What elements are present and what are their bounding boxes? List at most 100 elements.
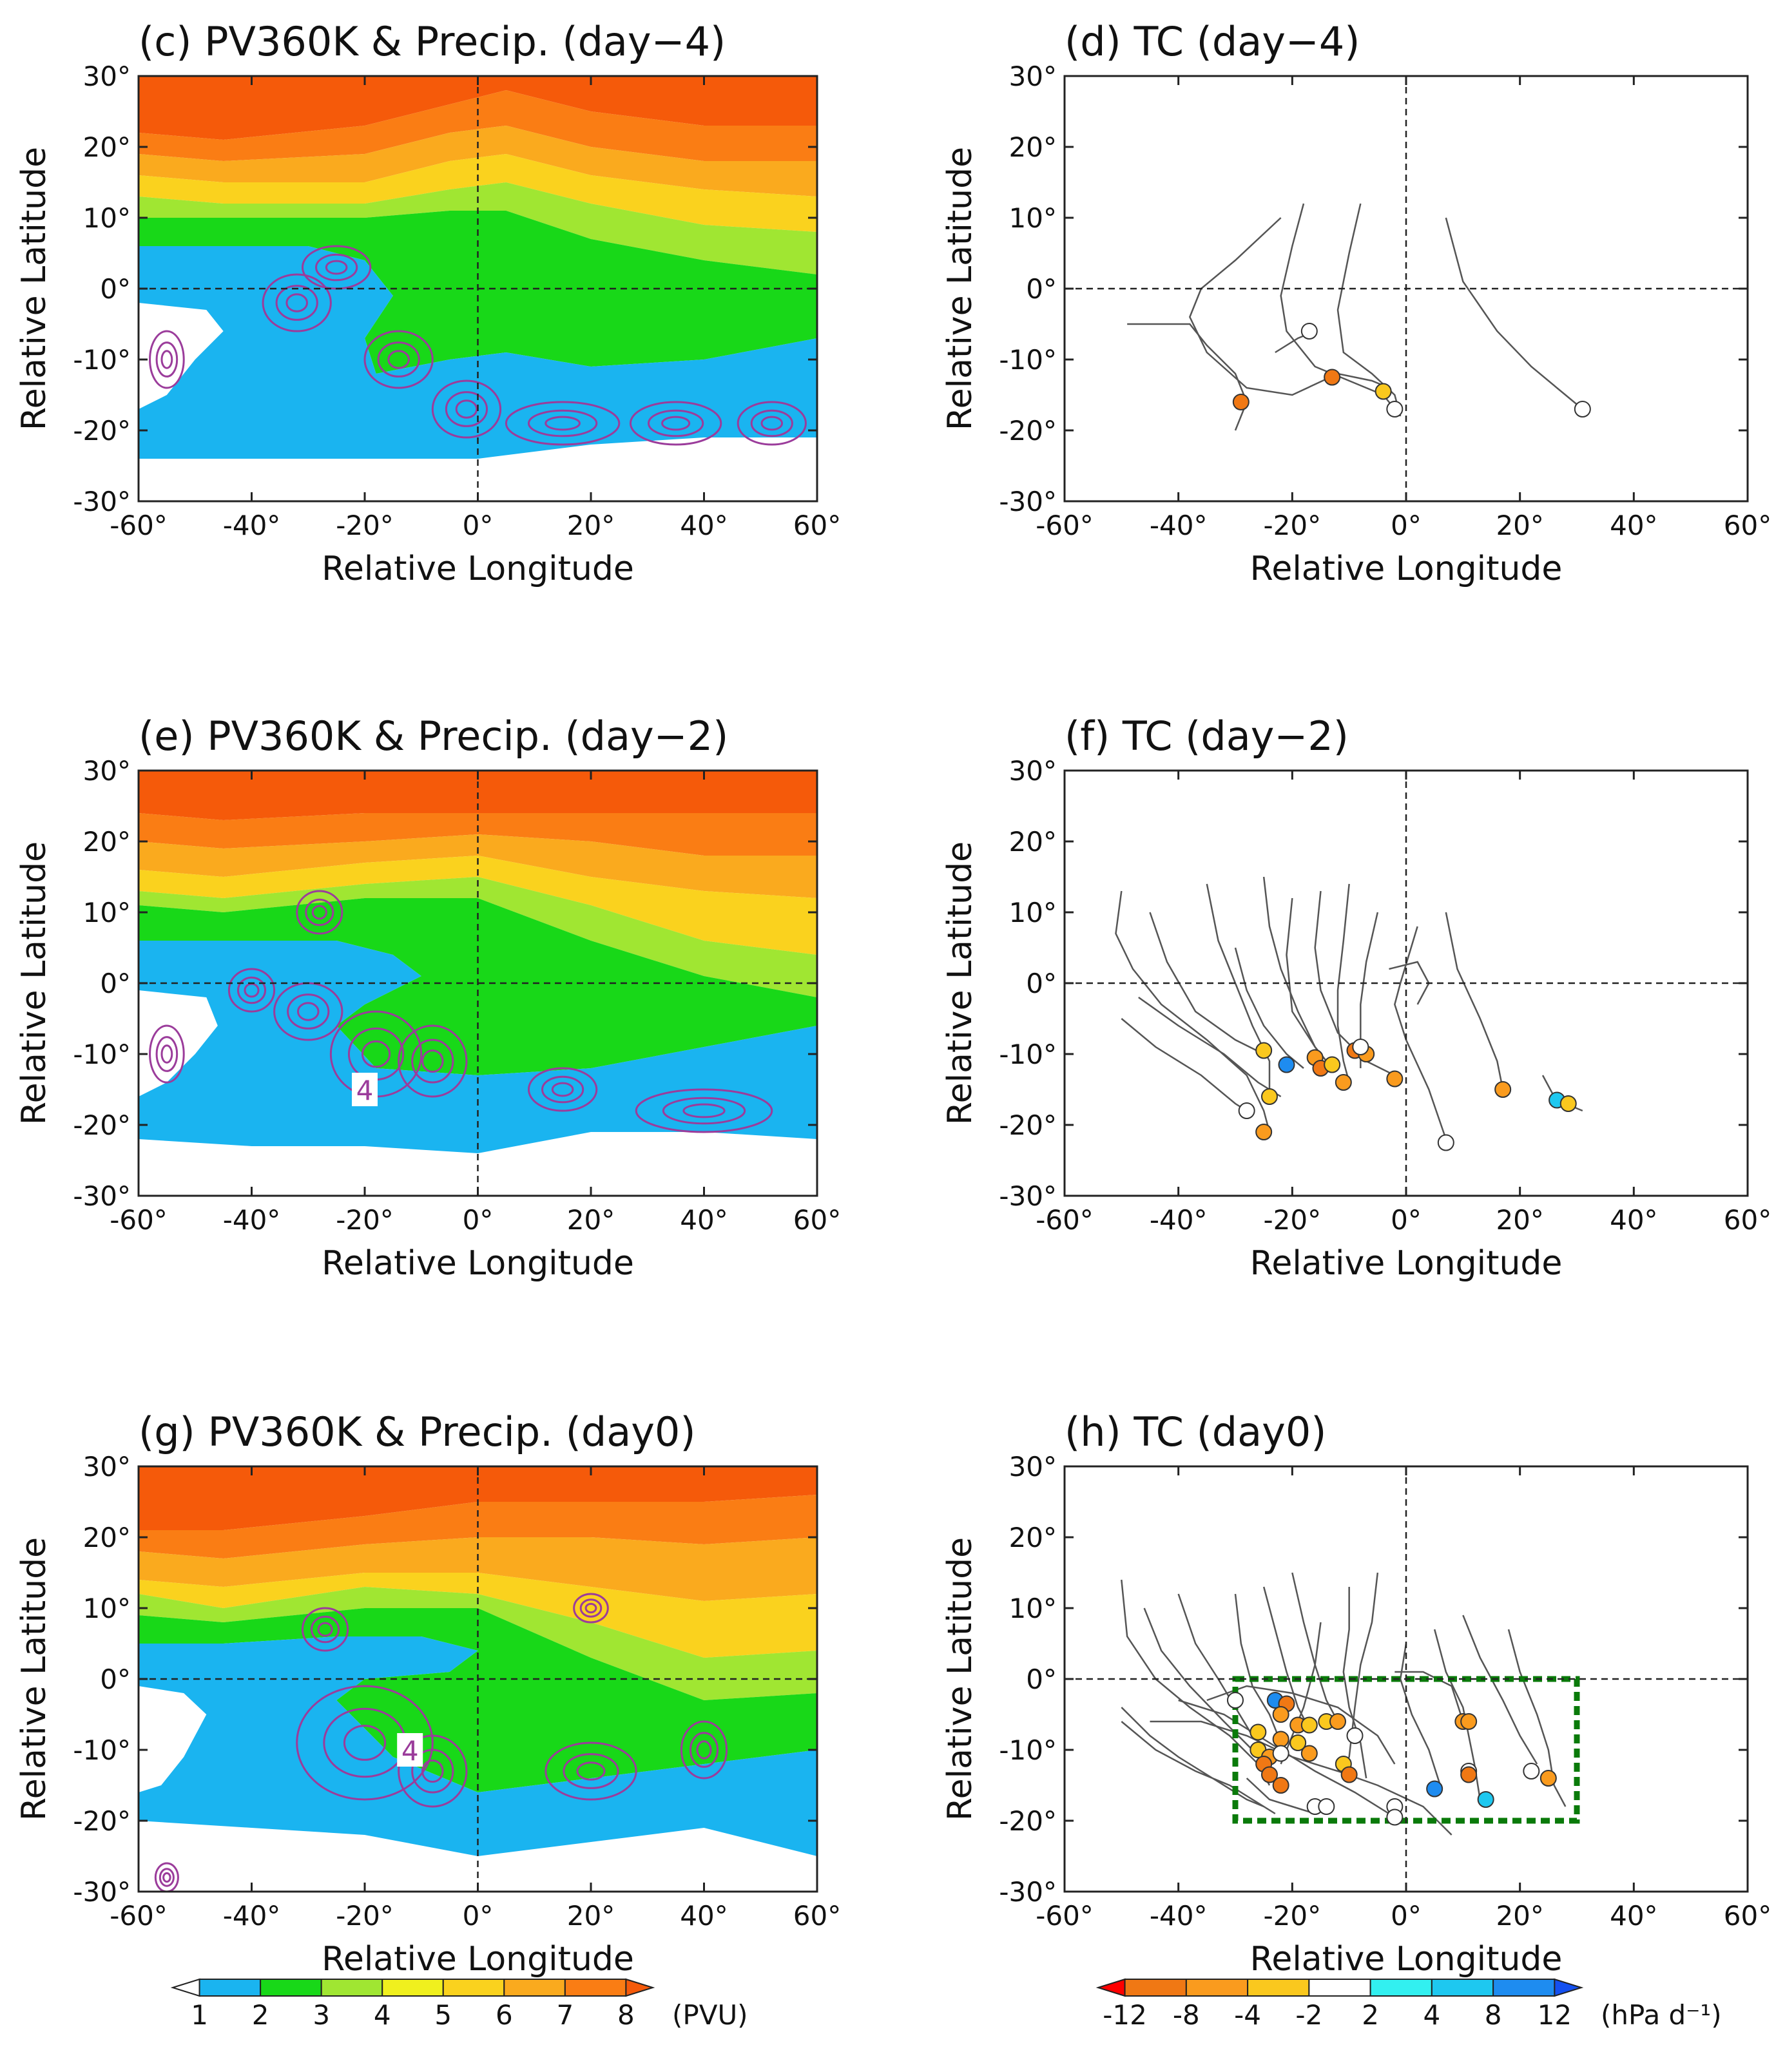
colorbar-segment	[442, 1979, 505, 1997]
x-tick-label: 60°	[1724, 510, 1771, 541]
colorbar-segment	[1492, 1979, 1556, 1997]
tc-position-marker	[1278, 1056, 1295, 1073]
pv-band-4	[139, 877, 817, 997]
y-tick-label: 0°	[100, 968, 131, 999]
y-tick-label: 30°	[1009, 1451, 1057, 1482]
tc-track	[1445, 217, 1583, 410]
precip-contour	[750, 409, 793, 437]
pv-band-6	[139, 834, 817, 898]
precip-contour	[262, 273, 332, 332]
precip-contour	[455, 399, 478, 419]
y-tick-label: 0°	[1026, 968, 1057, 999]
x-tick-label: 20°	[567, 1900, 615, 1932]
tc-track	[1234, 1593, 1282, 1743]
colorbar-unit: (PVU)	[672, 1999, 748, 2031]
tc-position-marker	[1523, 1763, 1540, 1779]
colorbar-level: 4	[374, 1999, 391, 2031]
pv-band-5	[139, 856, 817, 955]
tc-track	[1342, 1587, 1367, 1779]
tc-track	[1149, 912, 1264, 1055]
y-tick-label: 10°	[83, 897, 131, 928]
x-tick-label: 20°	[1496, 510, 1543, 541]
panel-f: -60° -40° -20° 0° 20° 40° 60° 30° 20° 10° 0° -10° -2…	[941, 713, 1771, 1283]
x-tick-label: -40°	[1150, 1204, 1208, 1236]
precip-contour	[154, 1862, 179, 1892]
x-tick-label: 40°	[680, 510, 728, 541]
tc-position-marker	[1375, 383, 1392, 400]
x-tick-label: -20°	[1264, 510, 1322, 541]
panel-e: 4 -60° -40° -20° 0° 20° 40° 60° 30° 20° 10° 0° -10° -…	[15, 713, 841, 1283]
x-tick-label: -40°	[1150, 510, 1208, 541]
y-tick-label: 30°	[83, 1451, 131, 1482]
tc-track	[1262, 1586, 1310, 1729]
contour-label: 4	[401, 1735, 419, 1767]
tc-track	[1394, 926, 1447, 1140]
tc-position-marker	[1386, 1070, 1404, 1088]
precip-contour	[361, 1040, 391, 1068]
y-tick-label: -20°	[73, 415, 131, 446]
precip-contour	[584, 1602, 597, 1614]
y-axis-label: Relative Latitude	[941, 1537, 979, 1821]
colorbar-segment	[1185, 1979, 1249, 1997]
colorbar-segment	[1431, 1979, 1494, 1997]
colorbar-level: 8	[617, 1999, 635, 2031]
precip-contour	[579, 1598, 603, 1618]
x-tick-label: 40°	[1610, 1204, 1657, 1236]
x-axis-label: Relative Longitude	[322, 1940, 634, 1979]
precip-contour	[296, 890, 343, 935]
precip-contour	[236, 976, 267, 1004]
colorbar-level: 3	[313, 1999, 330, 2031]
precip-contour	[159, 1868, 175, 1887]
precip-contour	[689, 1732, 719, 1768]
y-axis-label: Relative Latitude	[941, 147, 979, 430]
y-tick-label: -30°	[73, 1180, 131, 1212]
colorbar-level: 6	[496, 1999, 513, 2031]
tc-track	[1121, 1707, 1264, 1808]
precip-contour	[296, 1002, 320, 1021]
y-tick-label: -10°	[73, 1039, 131, 1070]
panel-title: (h) TC (day0)	[1065, 1408, 1326, 1455]
y-tick-label: 20°	[1009, 826, 1057, 858]
tc-track	[1389, 961, 1430, 1005]
x-axis-label: Relative Longitude	[322, 1244, 634, 1283]
x-axis-label: Relative Longitude	[1250, 1244, 1563, 1283]
x-tick-label: 0°	[1391, 510, 1422, 541]
y-axis-label: Relative Latitude	[15, 147, 53, 430]
x-tick-label: -20°	[1264, 1204, 1322, 1236]
colorbar-segment	[1369, 1979, 1433, 1997]
precip-contour	[760, 416, 784, 431]
pv-band-8	[139, 1466, 817, 1530]
y-tick-label: 20°	[1009, 1522, 1057, 1553]
pv-low-region	[139, 990, 218, 1097]
precip-contour	[162, 1872, 171, 1883]
precip-contour	[311, 905, 327, 920]
colorbar-level: -4	[1234, 1999, 1261, 2031]
y-tick-label: 10°	[1009, 897, 1057, 928]
x-tick-label: -60°	[1036, 1204, 1094, 1236]
pv-band-4	[139, 182, 817, 274]
x-tick-label: 0°	[1391, 1204, 1422, 1236]
y-tick-label: 20°	[83, 826, 131, 858]
precip-contour	[737, 401, 807, 446]
precip-contour	[505, 401, 621, 446]
x-axis-label: Relative Longitude	[1250, 1940, 1563, 1979]
tc-position-marker	[1255, 1124, 1273, 1140]
precip-contour	[680, 1720, 728, 1779]
tc-position-marker	[1539, 1770, 1557, 1787]
tc-track	[1121, 1721, 1276, 1815]
panel-title: (c) PV360K & Precip. (day−4)	[139, 18, 726, 65]
colorbar-segment	[503, 1979, 566, 1997]
y-axis-label: Relative Latitude	[15, 1537, 53, 1821]
y-tick-label: 20°	[83, 131, 131, 163]
colorbar-unit: (hPa d⁻¹)	[1601, 1999, 1722, 2031]
plot-area-h	[1121, 1572, 1580, 1836]
precip-contour	[635, 1088, 773, 1133]
tc-track	[1280, 1622, 1322, 1765]
precip-contour	[305, 898, 334, 926]
x-tick-label: 0°	[463, 1900, 494, 1932]
y-tick-label: -20°	[999, 1109, 1057, 1141]
x-tick-label: -40°	[223, 1204, 281, 1236]
colorbar-segment	[1308, 1979, 1371, 1997]
precip-contour	[682, 1103, 726, 1118]
y-tick-label: -30°	[73, 1876, 131, 1908]
